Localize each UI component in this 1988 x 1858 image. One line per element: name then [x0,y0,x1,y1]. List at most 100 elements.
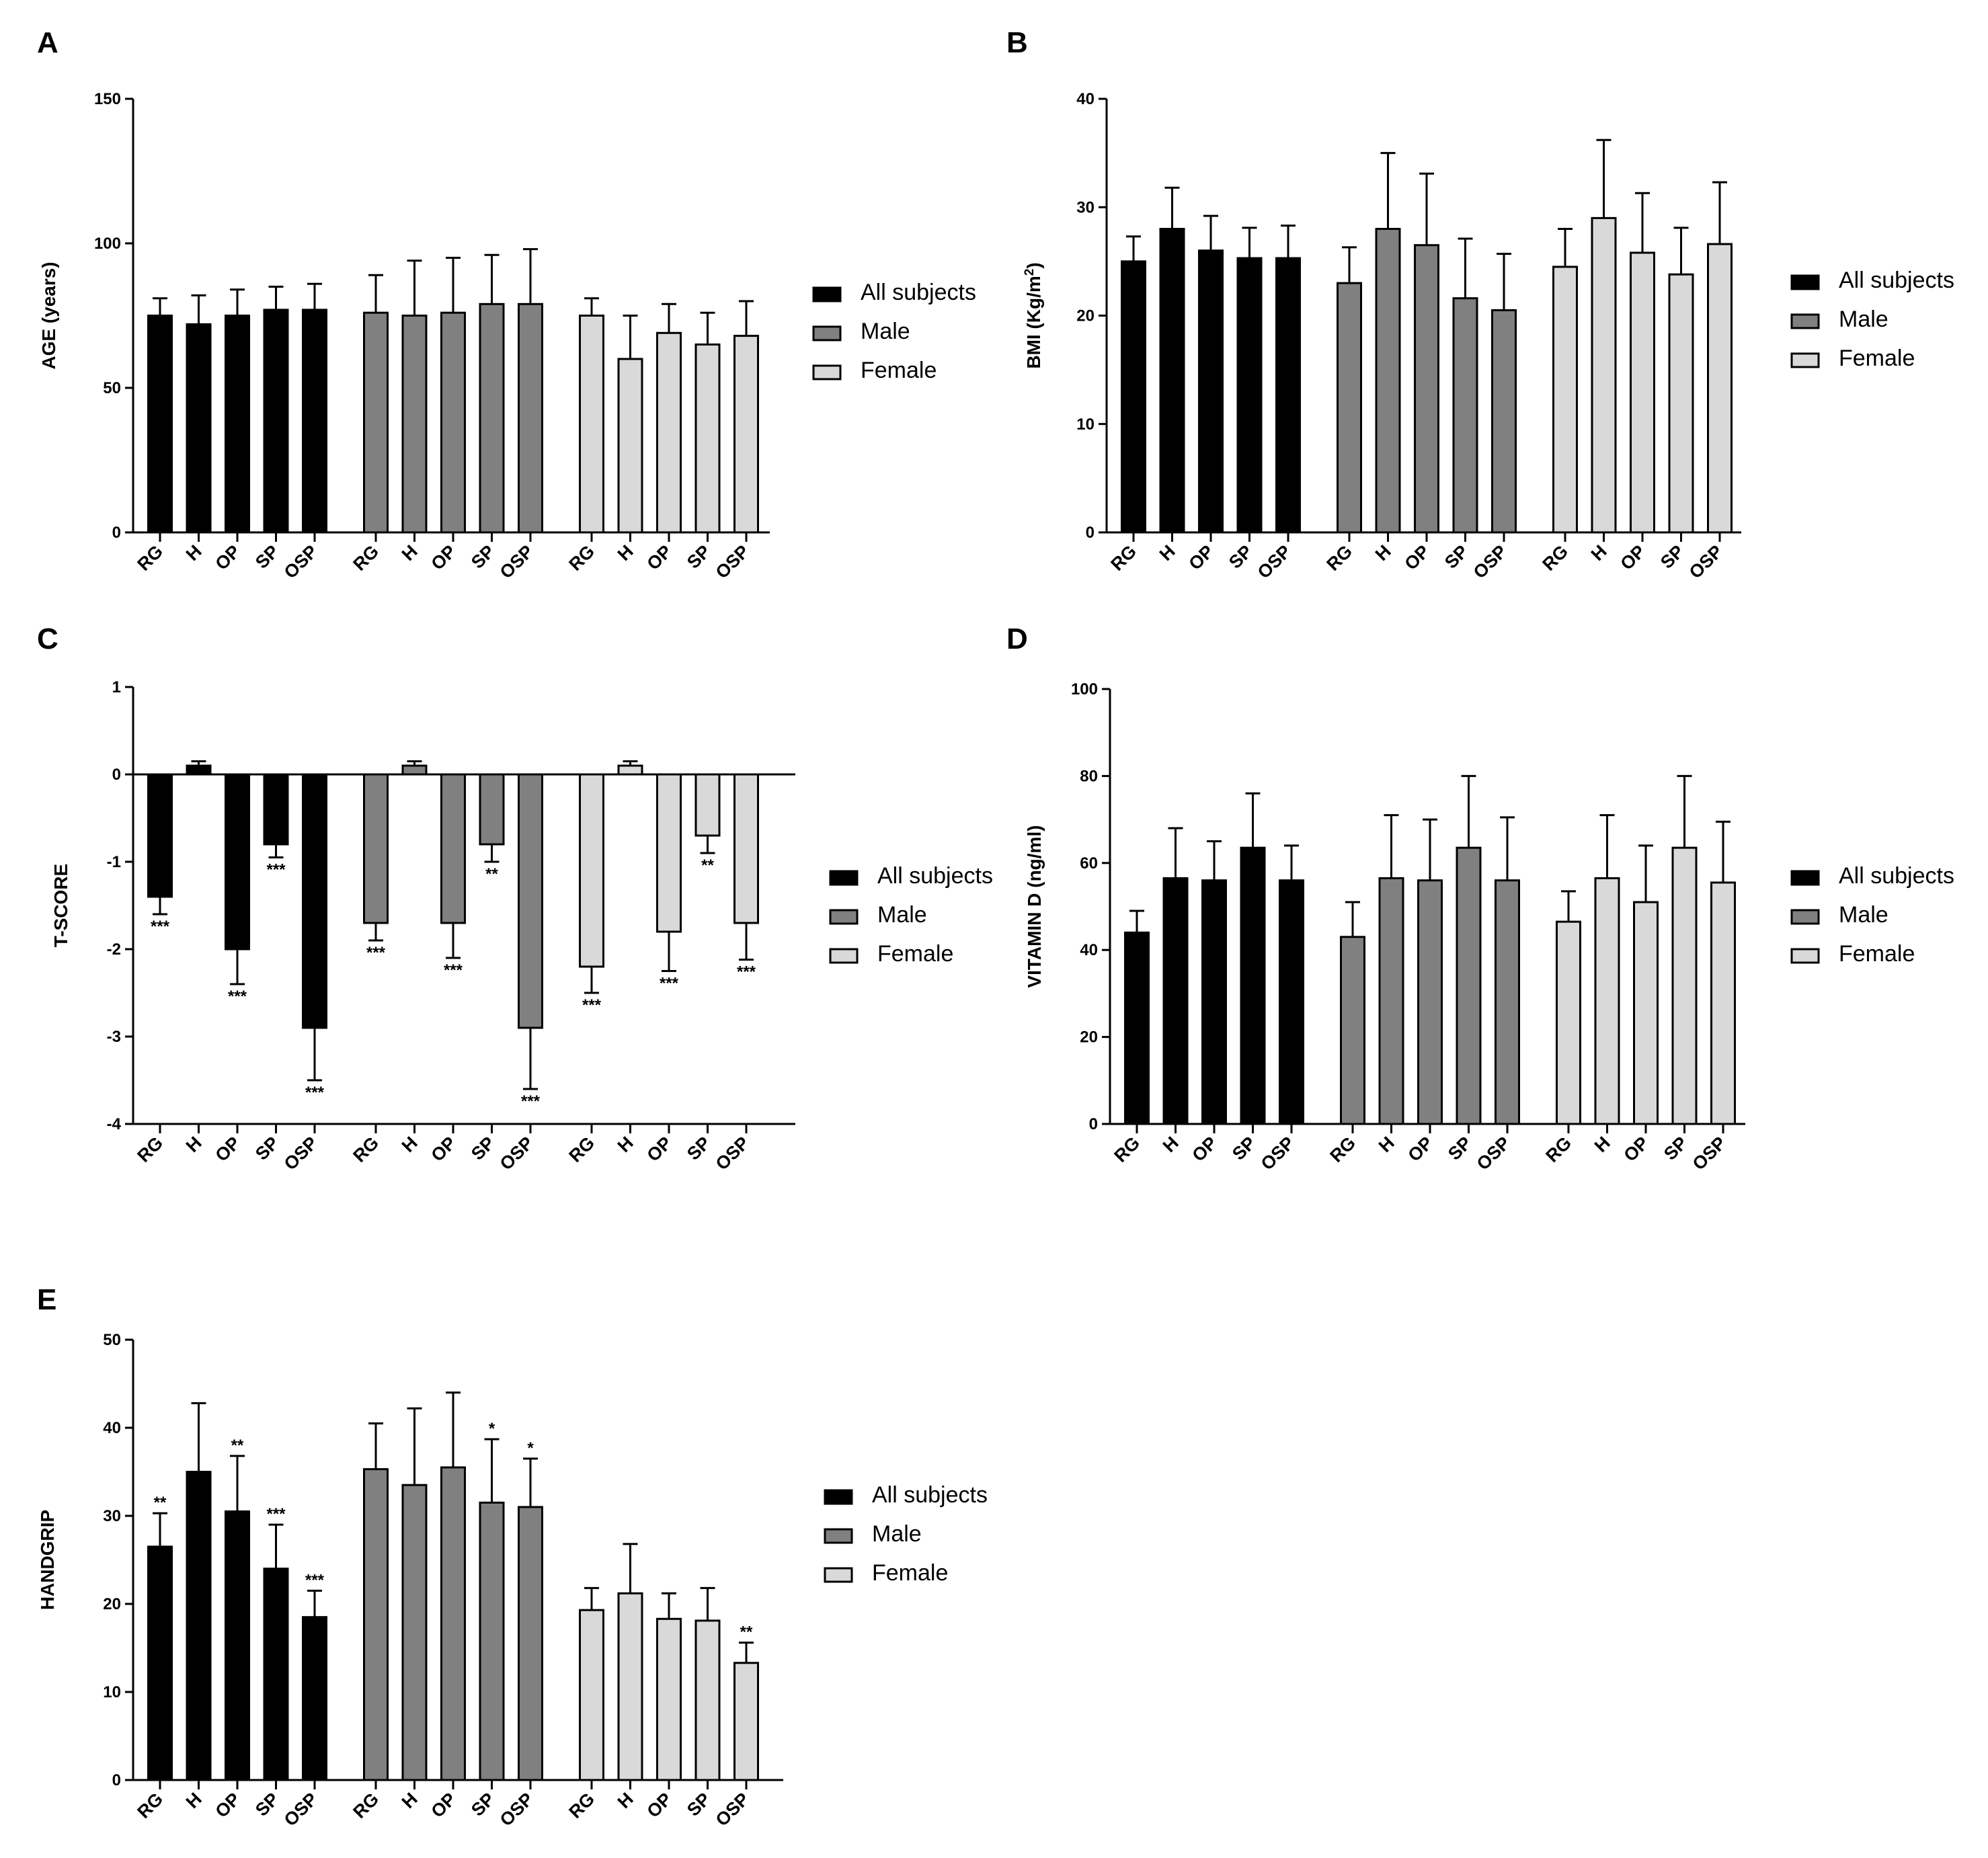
bar [1668,273,1694,534]
legend-swatch [824,1489,853,1505]
x-tick-label: OP [643,1133,676,1166]
y-tick-label: 100 [94,235,121,253]
x-tick-label: SP [683,541,715,573]
significance-mark: *** [444,961,463,979]
bar [579,1609,604,1781]
bar [147,1545,173,1781]
panel-label: C [37,622,58,655]
x-tick-label: OP [1620,1133,1653,1166]
x-tick-label: OSP [1257,1133,1299,1174]
x-tick-label: H [1591,1133,1614,1156]
legend-swatch [1790,948,1820,964]
significance-mark: *** [305,1571,325,1589]
significance-mark: ** [701,856,714,875]
y-tick-label: 0 [1086,524,1095,542]
x-tick-label: SP [1657,541,1688,573]
legend-label: All subjects [1839,268,1954,293]
legend-label: Female [1839,941,1915,967]
legend-label: All subjects [1839,863,1954,889]
legend-swatch [812,364,842,380]
bar [656,773,682,933]
x-tick-label: RG [349,1789,383,1822]
bar [579,773,604,968]
x-tick-label: RG [349,1133,383,1166]
x-tick-label: H [1371,541,1395,565]
bar [225,773,250,951]
x-tick-label: OSP [712,1789,754,1830]
x-tick-label: RG [1110,1133,1144,1166]
legend: All subjects Male Female [824,1482,988,1586]
x-tick-label: SP [251,1133,283,1164]
x-tick-label: RG [133,1789,167,1822]
bar [1121,260,1146,534]
bar [1198,249,1224,534]
x-tick-label: OP [211,1789,244,1822]
legend: All subjects Male Female [1790,268,1954,371]
y-tick-label: 10 [103,1683,121,1701]
x-tick-label: RG [1542,1133,1575,1166]
legend: All subjects Male Female [829,863,993,967]
x-tick-label: OSP [712,1133,754,1174]
y-tick-label: 0 [112,1771,121,1789]
y-tick-label: 100 [1071,680,1098,698]
x-tick-label: OP [643,1789,676,1822]
y-tick-label: 0 [1089,1115,1098,1133]
x-tick-label: OP [1400,541,1433,574]
significance-mark: *** [521,1092,541,1110]
bar [617,764,643,776]
x-tick-label: OSP [496,1789,538,1830]
x-tick-label: H [1587,541,1611,565]
x-tick-label: SP [467,1789,499,1820]
bar [479,302,505,534]
legend-label: Male [872,1521,922,1547]
bar [1452,297,1478,534]
y-tick-label: -1 [107,853,121,871]
x-tick-label: H [1159,1133,1183,1156]
x-tick-label: SP [1441,541,1472,573]
legend-swatch [812,286,842,302]
bar [1556,920,1581,1125]
bar [617,358,643,534]
significance-mark: ** [231,1437,244,1455]
panel-label: D [1006,622,1028,655]
bar [440,311,466,534]
x-tick-label: H [614,1133,637,1156]
bar [263,309,289,534]
y-tick-label: 80 [1080,767,1098,785]
x-tick-label: H [614,541,637,565]
bar [186,323,212,534]
bar [302,773,327,1029]
x-tick-label: H [182,1789,206,1812]
bar [1591,216,1617,534]
bar [1162,877,1189,1125]
bar [440,1466,466,1781]
legend-swatch [829,909,859,925]
x-tick-label: SP [1660,1133,1692,1164]
significance-mark: ** [485,865,498,883]
x-tick-label: OSP [1685,541,1727,583]
significance-mark: ** [154,1494,167,1512]
significance-mark: ** [740,1623,753,1642]
bar [263,1568,289,1781]
x-tick-label: RG [565,1133,598,1166]
y-axis-title: T-SCORE [50,864,71,947]
bar [302,309,327,534]
x-tick-label: RG [1538,541,1572,575]
legend-label: Female [1839,346,1915,371]
y-tick-label: 40 [103,1419,121,1437]
y-tick-label: -4 [107,1115,122,1133]
bar [1495,879,1520,1125]
bar [694,344,721,534]
bar [1594,877,1620,1125]
y-tick-label: 30 [103,1507,121,1525]
bar [1378,877,1404,1125]
bar [1201,879,1227,1125]
x-tick-label: OP [1188,1133,1221,1166]
legend: All subjects Male Female [1790,863,1954,967]
bar [479,773,505,846]
legend-swatch [1790,909,1820,925]
y-tick-label: 0 [112,524,121,542]
